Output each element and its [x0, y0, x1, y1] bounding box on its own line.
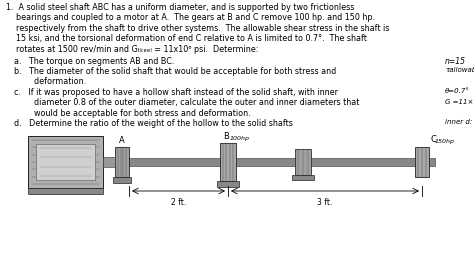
Text: diameter 0.8 of the outer diameter, calculate the outer and inner diameters that: diameter 0.8 of the outer diameter, calc…	[14, 98, 359, 107]
Bar	[115, 158, 435, 166]
Text: bearings and coupled to a motor at A.  The gears at B and C remove 100 hp. and 1: bearings and coupled to a motor at A. Th…	[6, 13, 375, 23]
Bar	[415, 147, 429, 177]
Bar	[103, 157, 115, 167]
Bar	[292, 175, 314, 180]
Text: n=15: n=15	[445, 56, 466, 66]
Text: 2 ft.: 2 ft.	[171, 198, 186, 207]
Bar	[28, 136, 103, 188]
Bar	[36, 144, 95, 180]
Text: d.   Determine the ratio of the weight of the hollow to the solid shafts: d. Determine the ratio of the weight of …	[14, 119, 293, 128]
Text: rotates at 1500 rev/min and Gₜₖₑₑₗ = 11x10⁶ psi.  Determine:: rotates at 1500 rev/min and Gₜₖₑₑₗ = 11x…	[6, 45, 258, 54]
Text: respectively from the shaft to drive other systems.  The allowable shear stress : respectively from the shaft to drive oth…	[6, 24, 389, 33]
Bar	[113, 177, 131, 183]
Text: τallowable: τallowable	[445, 67, 474, 73]
Text: 15 ksi, and the torsional deformation of end C relative to A is limited to 0.7°.: 15 ksi, and the torsional deformation of…	[6, 34, 367, 44]
Bar	[220, 143, 236, 181]
Text: deformation.: deformation.	[14, 77, 86, 87]
Text: c.   If it was proposed to have a hollow shaft instead of the solid shaft, with : c. If it was proposed to have a hollow s…	[14, 88, 338, 97]
Text: inner d:: inner d:	[445, 119, 472, 126]
Text: G =11×: G =11×	[445, 98, 474, 104]
Bar	[217, 181, 239, 187]
Text: C: C	[431, 135, 437, 144]
Bar	[295, 149, 311, 175]
Text: b.   The diameter of the solid shaft that would be acceptable for both stress an: b. The diameter of the solid shaft that …	[14, 67, 336, 76]
Bar	[115, 147, 129, 177]
Text: B: B	[223, 132, 229, 141]
Text: 150hp: 150hp	[435, 139, 455, 144]
Bar	[28, 188, 103, 194]
Text: 100hp: 100hp	[230, 136, 250, 141]
Text: 1.  A solid steel shaft ABC has a uniform diameter, and is supported by two fric: 1. A solid steel shaft ABC has a uniform…	[6, 3, 355, 12]
Text: θ=0.7°: θ=0.7°	[445, 88, 470, 94]
Text: would be acceptable for both stress and deformation.: would be acceptable for both stress and …	[14, 109, 251, 118]
Text: A: A	[119, 136, 125, 145]
Text: a.   The torque on segments AB and BC.: a. The torque on segments AB and BC.	[14, 56, 174, 66]
Text: 3 ft.: 3 ft.	[317, 198, 333, 207]
